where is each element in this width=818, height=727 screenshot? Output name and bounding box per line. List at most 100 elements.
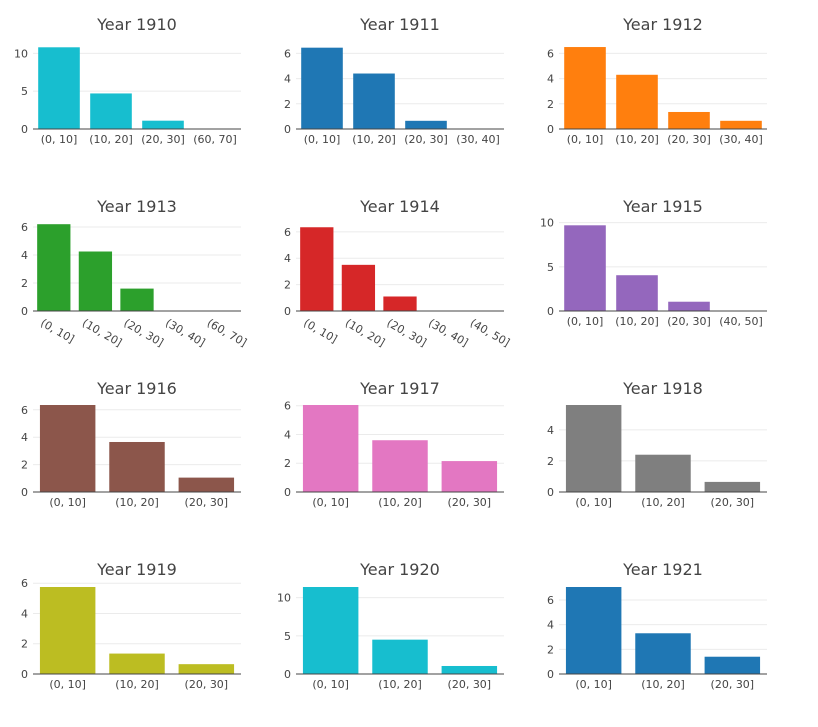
bar xyxy=(704,481,761,492)
y-tick-label: 6 xyxy=(21,577,28,590)
y-tick-label: 10 xyxy=(14,47,28,60)
x-tick-label: (0, 10] xyxy=(49,678,86,691)
bar xyxy=(300,227,334,311)
x-tick-label: (30, 40] xyxy=(456,133,500,146)
y-tick-label: 0 xyxy=(547,123,554,136)
bar xyxy=(441,461,498,492)
bar xyxy=(372,440,428,492)
y-tick-label: 0 xyxy=(547,305,554,318)
y-tick-label: 0 xyxy=(284,486,291,499)
subplot: 0 2 4 (0, 10] (10, 20] (20, 30] Year 1918 xyxy=(547,379,767,509)
x-tick-label: (0, 10] xyxy=(567,133,604,146)
y-tick-label: 6 xyxy=(284,47,291,60)
bar xyxy=(178,664,235,674)
subplot: 0 2 4 6 (0, 10] (10, 20] (20, 30] Year 1916 xyxy=(21,379,241,509)
y-tick-label: 4 xyxy=(21,607,28,620)
y-tick-label: 5 xyxy=(284,630,291,643)
subplot-title: Year 1917 xyxy=(359,379,440,398)
y-tick-label: 2 xyxy=(21,459,28,472)
bar xyxy=(564,225,606,311)
y-tick-label: 0 xyxy=(284,305,291,318)
y-tick-label: 4 xyxy=(284,252,291,265)
subplot: 0 2 4 6 (0, 10] (10, 20](20, 30](30, 40](40, … xyxy=(284,197,512,349)
y-tick-label: 4 xyxy=(547,73,554,86)
x-tick-label: (10, 20] xyxy=(115,496,159,509)
bar xyxy=(109,441,165,492)
y-tick-label: 2 xyxy=(284,279,291,292)
x-tick-label: (0, 10] xyxy=(41,133,78,146)
subplot: 0 5 10 (0, 10] (10, 20] (20, 30] (40, 50] Year … xyxy=(540,197,767,328)
x-tick-label: (0, 10] xyxy=(312,678,349,691)
y-tick-label: 4 xyxy=(21,249,28,262)
subplot-title: Year 1915 xyxy=(622,197,703,216)
bar xyxy=(302,405,359,492)
x-tick-label: (20, 30] xyxy=(667,133,711,146)
x-tick-label: (0, 10] xyxy=(38,316,76,346)
y-tick-label: 6 xyxy=(284,226,291,239)
bar xyxy=(565,405,622,492)
x-tick-label: (10, 20] xyxy=(378,678,422,691)
y-tick-label: 0 xyxy=(21,486,28,499)
subplot-title: Year 1912 xyxy=(622,15,703,34)
bar xyxy=(441,665,498,674)
bar xyxy=(704,656,761,674)
subplot-title: Year 1913 xyxy=(96,197,177,216)
y-tick-label: 6 xyxy=(547,594,554,607)
x-tick-label: (30, 40] xyxy=(719,133,763,146)
bar xyxy=(720,120,762,129)
x-tick-label: (20, 30] xyxy=(185,496,229,509)
y-tick-label: 0 xyxy=(284,123,291,136)
x-tick-label: (20, 30] xyxy=(667,315,711,328)
bar xyxy=(635,454,691,492)
bar xyxy=(142,120,184,129)
y-tick-label: 2 xyxy=(547,643,554,656)
y-tick-label: 0 xyxy=(21,123,28,136)
y-tick-label: 2 xyxy=(284,98,291,111)
x-tick-label: (0, 10] xyxy=(575,496,612,509)
y-tick-label: 2 xyxy=(284,457,291,470)
subplot-title: Year 1919 xyxy=(96,560,177,579)
y-tick-label: 0 xyxy=(547,486,554,499)
bar xyxy=(39,587,96,674)
y-tick-label: 2 xyxy=(547,455,554,468)
bar xyxy=(616,74,658,129)
y-tick-label: 6 xyxy=(284,400,291,413)
subplot-title: Year 1918 xyxy=(622,379,703,398)
bar xyxy=(38,47,80,129)
subplot: 0 2 4 6 (0, 10] (10, 20] (20, 30] Year 1917 xyxy=(284,379,504,509)
y-tick-label: 5 xyxy=(21,85,28,98)
x-tick-label: (0, 10] xyxy=(301,316,339,346)
subplot-title: Year 1921 xyxy=(622,560,703,579)
x-tick-label: (10, 20] xyxy=(115,678,159,691)
y-tick-label: 0 xyxy=(284,668,291,681)
x-tick-label: (10, 20] xyxy=(343,316,387,349)
x-tick-label: (10, 20] xyxy=(641,678,685,691)
bar xyxy=(120,288,154,311)
x-tick-label: (40, 50] xyxy=(468,316,512,349)
x-tick-label: (20, 30] xyxy=(448,678,492,691)
y-tick-label: 0 xyxy=(21,668,28,681)
bar xyxy=(109,653,165,674)
y-tick-label: 0 xyxy=(547,668,554,681)
y-tick-label: 2 xyxy=(547,98,554,111)
bar xyxy=(341,264,376,311)
y-tick-label: 0 xyxy=(21,305,28,318)
bar xyxy=(178,477,235,492)
y-tick-label: 4 xyxy=(547,424,554,437)
subplot-title: Year 1920 xyxy=(359,560,440,579)
subplot: 0 2 4 6 (0, 10] (10, 20] (20, 30] Year 1921 xyxy=(547,560,767,691)
x-tick-label: (20, 30] xyxy=(122,316,166,349)
y-tick-label: 5 xyxy=(547,261,554,274)
bar xyxy=(616,275,658,311)
subplot-title: Year 1914 xyxy=(359,197,440,216)
x-tick-label: (10, 20] xyxy=(80,316,124,349)
y-tick-label: 6 xyxy=(21,404,28,417)
bar xyxy=(564,47,606,129)
bar xyxy=(668,301,710,311)
subplot-title: Year 1911 xyxy=(359,15,440,34)
bar xyxy=(39,405,96,492)
x-tick-label: (20, 30] xyxy=(711,496,755,509)
y-tick-label: 4 xyxy=(21,431,28,444)
y-tick-label: 4 xyxy=(547,619,554,632)
x-tick-label: (20, 30] xyxy=(385,316,429,349)
